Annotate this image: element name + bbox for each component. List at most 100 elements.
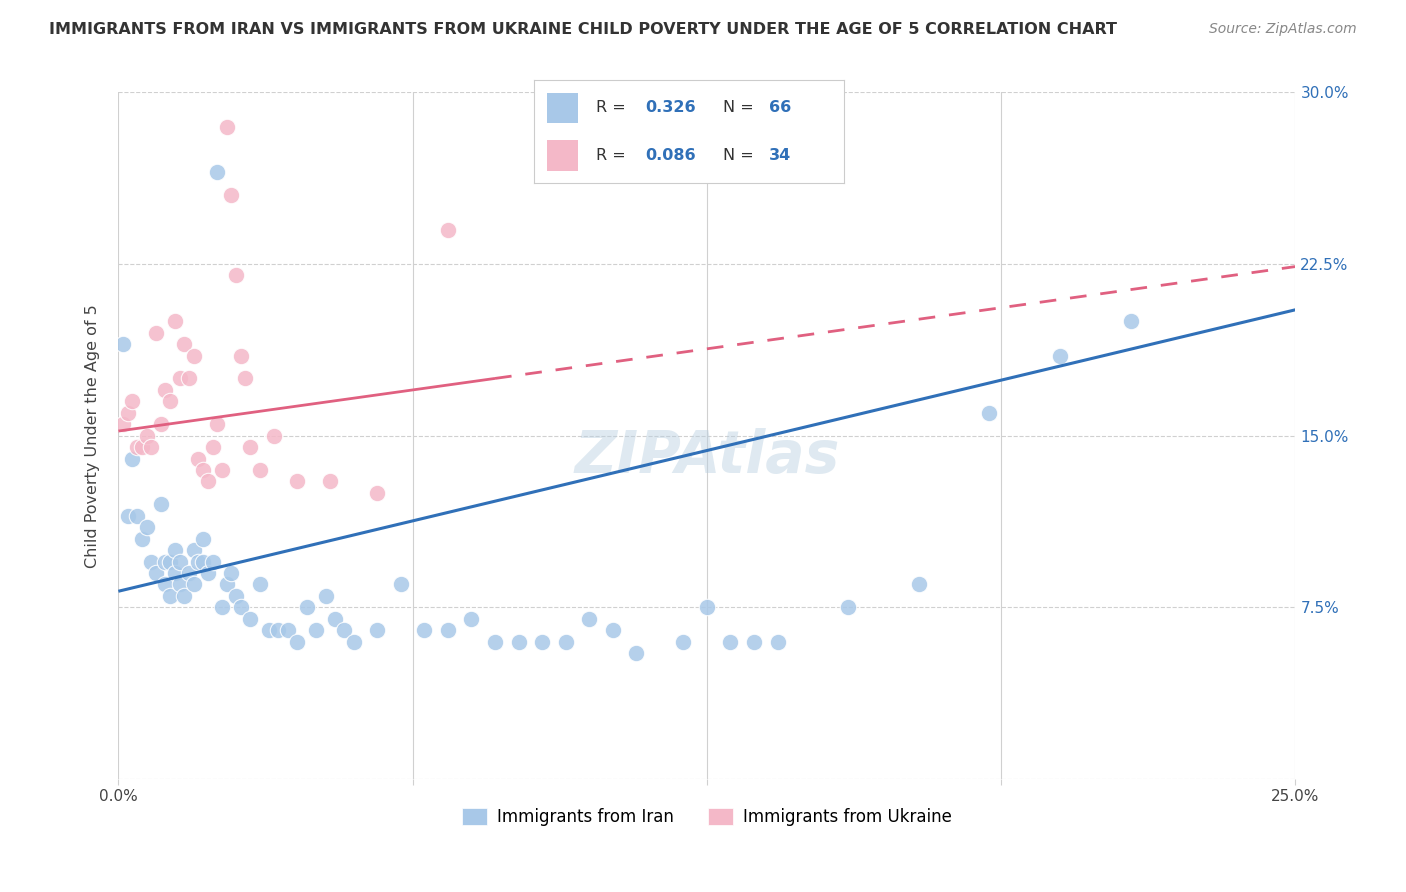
Point [285, 634, 308, 648]
FancyBboxPatch shape [547, 93, 578, 123]
Point [602, 623, 624, 637]
Point [267, 623, 290, 637]
Point [315, 589, 337, 603]
Text: R =: R = [596, 148, 631, 162]
Point [145, 566, 167, 580]
Point [187, 554, 209, 568]
Point [215, 120, 238, 134]
Text: ZIPAtlas: ZIPAtlas [574, 428, 839, 484]
Point [460, 612, 482, 626]
Point [159, 554, 181, 568]
Text: R =: R = [596, 101, 631, 115]
Point [163, 543, 186, 558]
Point [149, 417, 172, 432]
Point [173, 589, 195, 603]
Point [112, 337, 135, 351]
Point [263, 428, 285, 442]
Point [117, 406, 139, 420]
Text: 0.326: 0.326 [645, 101, 696, 115]
Point [343, 634, 366, 648]
Point [277, 623, 299, 637]
Text: N =: N = [723, 148, 759, 162]
Point [211, 463, 233, 477]
Point [183, 349, 205, 363]
Point [159, 394, 181, 409]
Point [127, 508, 149, 523]
Point [742, 634, 765, 648]
Point [235, 371, 257, 385]
Point [333, 623, 356, 637]
Point [141, 554, 163, 568]
Point [221, 188, 243, 202]
Text: N =: N = [723, 101, 759, 115]
Point [437, 623, 460, 637]
Point [215, 577, 238, 591]
Point [696, 600, 718, 615]
Point [155, 577, 177, 591]
Point [766, 634, 789, 648]
Legend: Immigrants from Iran, Immigrants from Ukraine: Immigrants from Iran, Immigrants from Uk… [456, 801, 957, 832]
Point [197, 566, 219, 580]
FancyBboxPatch shape [547, 140, 578, 170]
Point [155, 383, 177, 397]
Point [1049, 349, 1071, 363]
Point [626, 646, 648, 660]
Point [531, 634, 554, 648]
Point [211, 600, 233, 615]
Text: 34: 34 [769, 148, 792, 162]
Point [155, 554, 177, 568]
Point [141, 440, 163, 454]
Point [578, 612, 600, 626]
Point [163, 566, 186, 580]
Point [229, 349, 252, 363]
Point [191, 554, 214, 568]
Point [191, 532, 214, 546]
Point [131, 440, 153, 454]
Point [169, 371, 191, 385]
Point [183, 577, 205, 591]
Point [201, 440, 224, 454]
Point [121, 394, 143, 409]
Text: 66: 66 [769, 101, 792, 115]
Point [672, 634, 695, 648]
Point [135, 428, 157, 442]
Point [135, 520, 157, 534]
Point [508, 634, 530, 648]
Point [177, 566, 200, 580]
Point [112, 417, 135, 432]
Point [323, 612, 346, 626]
Point [131, 532, 153, 546]
Point [413, 623, 436, 637]
Point [197, 475, 219, 489]
Point [177, 371, 200, 385]
Point [225, 268, 247, 283]
Point [554, 634, 576, 648]
Point [173, 337, 195, 351]
Point [319, 475, 342, 489]
Point [1119, 314, 1142, 328]
Point [221, 566, 243, 580]
Point [225, 589, 247, 603]
Point [163, 314, 186, 328]
Point [169, 554, 191, 568]
Point [249, 463, 271, 477]
Point [249, 577, 271, 591]
Point [285, 475, 308, 489]
Point [720, 634, 742, 648]
Point [187, 451, 209, 466]
Point [366, 623, 388, 637]
Point [159, 589, 181, 603]
Point [121, 451, 143, 466]
Point [295, 600, 318, 615]
Point [145, 326, 167, 340]
Point [207, 417, 229, 432]
Point [366, 486, 388, 500]
Text: IMMIGRANTS FROM IRAN VS IMMIGRANTS FROM UKRAINE CHILD POVERTY UNDER THE AGE OF 5: IMMIGRANTS FROM IRAN VS IMMIGRANTS FROM … [49, 22, 1118, 37]
Point [437, 222, 460, 236]
Point [229, 600, 252, 615]
Point [169, 577, 191, 591]
Point [239, 440, 262, 454]
Y-axis label: Child Poverty Under the Age of 5: Child Poverty Under the Age of 5 [86, 304, 100, 567]
Point [257, 623, 280, 637]
Point [484, 634, 506, 648]
